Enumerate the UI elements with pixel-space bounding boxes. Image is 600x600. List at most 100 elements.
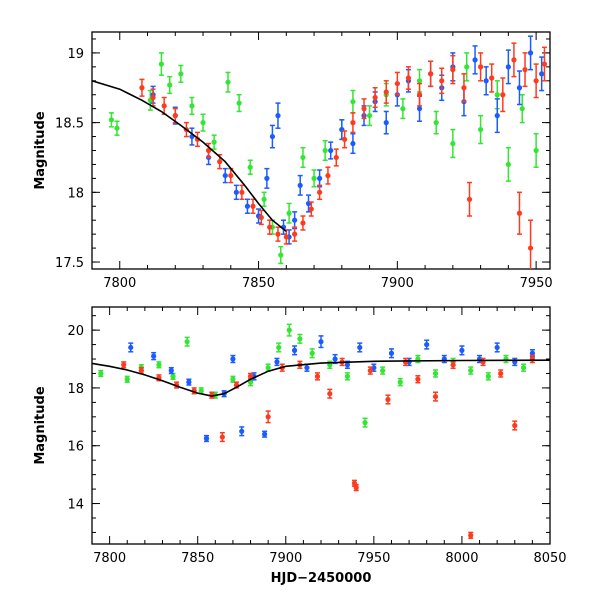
x-tick-label: 7950 [357,551,390,566]
red-data-point [385,396,391,403]
blue-data-point [262,431,268,437]
red-data-point [250,203,256,209]
red-data-point [415,376,421,382]
green-data-point [344,373,351,379]
green-data-point [108,117,115,123]
green-data-point [247,164,253,170]
green-data-point [225,79,231,85]
blue-data-point [269,133,276,140]
red-data-point [516,210,523,216]
red-data-point [498,370,504,377]
blue-data-point [357,344,363,351]
red-data-point [512,422,518,429]
y-axis-title: Magnitude [33,386,48,465]
blue-data-point [304,365,310,371]
y-tick-label: 18 [67,382,84,397]
red-data-point [533,78,539,84]
blue-data-point [317,175,323,181]
y-axis-title: Magnitude [33,111,48,190]
green-data-point [114,125,120,131]
y-tick-label: 20 [67,324,84,339]
red-data-point [353,485,359,491]
green-data-point [184,339,190,345]
green-data-point [189,103,195,109]
green-data-point [397,379,403,385]
x-tick-label: 7900 [381,276,414,291]
blue-data-point [459,347,465,353]
red-data-point [383,89,389,95]
red-data-point [341,136,348,142]
x-axis-title: HJD−2450000 [271,571,372,586]
green-data-point [265,365,271,371]
blue-data-point [494,113,500,119]
blue-data-point [350,140,356,147]
blue-data-point [344,362,351,368]
blue-data-point [472,57,478,63]
green-data-point [178,71,184,77]
red-data-point [138,367,144,374]
green-data-point [362,420,368,426]
red-data-point [439,78,445,84]
green-data-point [505,161,511,168]
green-data-point [309,350,315,356]
red-data-point [267,224,273,230]
green-data-point [198,388,204,394]
blue-data-point [328,147,334,154]
blue-data-point [186,379,192,385]
green-data-point [98,370,104,377]
green-data-point [400,106,406,112]
red-data-point [327,391,333,397]
blue-data-point [388,350,395,356]
red-data-point [333,154,339,161]
red-data-point [283,234,289,240]
red-data-point [432,393,439,400]
red-data-point [367,367,373,374]
green-data-point [311,175,317,181]
blue-data-point [292,217,298,223]
blue-data-point [424,341,430,348]
green-data-point [230,376,236,382]
red-data-point [172,113,178,119]
red-data-point [527,245,534,251]
model-curve [92,80,287,233]
red-data-point [361,106,367,112]
green-data-point [478,126,484,133]
red-data-point [325,172,331,179]
red-data-point [478,64,484,70]
y-tick-label: 16 [67,440,84,455]
x-tick-label: 7900 [269,551,302,566]
x-tick-label: 7800 [93,551,126,566]
red-data-point [275,231,281,237]
red-data-point [300,220,306,226]
blue-data-point [416,106,423,112]
green-data-point [261,196,267,202]
green-data-point [286,210,292,216]
blue-data-point [332,356,338,362]
blue-data-point [230,356,236,362]
y-tick-label: 18 [67,186,84,201]
green-data-point [464,64,470,70]
blue-data-point [383,120,389,126]
green-data-point [350,99,356,105]
red-data-point [265,414,271,420]
green-data-point [278,252,284,258]
red-data-point [139,85,145,91]
red-data-point [121,362,127,368]
green-data-point [297,336,303,342]
red-data-point [541,61,548,67]
blue-data-point [244,203,251,209]
green-data-point [236,100,242,106]
green-data-point [156,362,162,368]
x-tick-label: 8050 [533,551,566,566]
red-data-point [239,189,245,195]
green-data-point [450,140,456,147]
red-data-point [314,373,321,379]
blue-data-point [275,113,281,119]
x-tick-label: 7950 [520,276,553,291]
green-data-point [200,120,206,126]
blue-data-point [527,50,534,56]
bottom-panel: 7800 7850 7900 7950 8000 8050 14 16 18 20 Magnitud… [33,306,567,586]
model-curve [92,359,550,397]
data-layer [92,35,548,269]
